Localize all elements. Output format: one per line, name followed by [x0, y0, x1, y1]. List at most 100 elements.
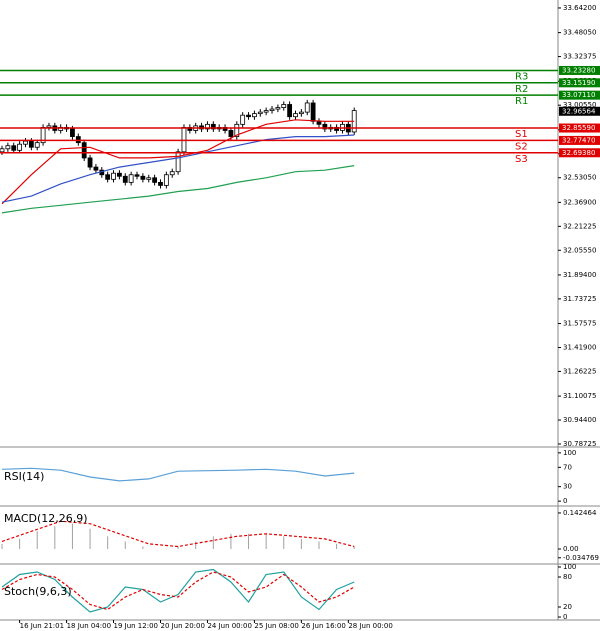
candle-body: [287, 104, 293, 118]
y-tick-label: 31.41900: [563, 343, 596, 351]
candle-body: [158, 181, 163, 186]
histogram-bar: [54, 526, 56, 549]
x-tick-label: 18 Jun 04:00: [67, 622, 111, 630]
histogram-bar: [89, 528, 91, 549]
candle-body: [298, 111, 304, 115]
histogram-bar: [71, 523, 73, 549]
candle-body: [228, 130, 234, 137]
y-tick-label: 31.26225: [563, 367, 596, 375]
x-tick-label: 28 Jun 00:00: [348, 622, 392, 630]
level-label: R2: [515, 84, 528, 95]
histogram-bar: [177, 546, 179, 549]
indicator-line: [1, 119, 355, 205]
last-price-box: [559, 106, 600, 116]
x-tick-label: 25 Jun 08:00: [254, 622, 298, 630]
y-tick-label: 100: [563, 563, 576, 571]
candle-body: [23, 140, 28, 145]
candle-body: [87, 157, 93, 168]
y-tick-label: 0: [563, 613, 567, 621]
y-tick-label: 32.21225: [563, 222, 596, 230]
histogram-bar: [142, 546, 144, 549]
indicator-line: [1, 165, 355, 214]
candle-body: [81, 142, 87, 159]
candle-body: [175, 151, 181, 173]
candle-body: [316, 120, 322, 125]
histogram-bar: [300, 538, 302, 549]
level-value-box: [559, 90, 600, 100]
y-tick-label: 32.05550: [563, 246, 596, 254]
candle-body: [75, 136, 81, 144]
x-tick-label: 24 Jun 00:00: [207, 622, 251, 630]
candle-body: [169, 171, 175, 176]
y-tick-label: 70: [563, 463, 572, 471]
candle-body: [5, 145, 11, 150]
candle-body: [269, 108, 275, 111]
histogram-bar: [265, 533, 267, 549]
candle-body: [128, 174, 134, 183]
indicator-title: RSI(14): [4, 470, 44, 483]
y-tick-label: 30.78725: [563, 440, 596, 448]
y-tick-label: 0: [563, 497, 567, 505]
histogram-bar: [107, 536, 109, 549]
level-value-label: 32.85590: [562, 124, 595, 132]
candle-body: [28, 140, 34, 148]
histogram-bar: [336, 543, 338, 549]
level-value-label: 33.23280: [562, 66, 595, 74]
candle-body: [181, 126, 187, 153]
candle-body: [122, 175, 128, 183]
histogram-bar: [1, 543, 3, 549]
last-price-label: 32.96564: [562, 107, 596, 115]
histogram-bar: [230, 533, 232, 549]
level-value-label: 33.15190: [562, 79, 595, 87]
candle-body: [11, 145, 17, 151]
indicator-line: [1, 134, 355, 203]
candle-body: [257, 111, 263, 115]
histogram-bar: [353, 546, 355, 549]
candle-body: [293, 113, 298, 118]
candle-body: [134, 174, 140, 177]
candle-body: [140, 175, 146, 180]
y-tick-label: 31.89400: [563, 271, 596, 279]
level-value-label: 32.77470: [562, 136, 595, 144]
y-tick-label: 31.73725: [563, 295, 596, 303]
candle-body: [205, 123, 210, 130]
y-tick-label: 32.53050: [563, 174, 596, 182]
y-tick-label: 20: [563, 603, 572, 611]
x-tick-label: 16 Jun 21:01: [20, 622, 64, 630]
candle-body: [246, 114, 251, 118]
histogram-bar: [36, 531, 38, 549]
candle-body: [46, 125, 52, 128]
histogram-bar: [248, 533, 250, 549]
histogram-bar: [212, 536, 214, 549]
indicator-line: [1, 568, 355, 613]
x-tick-label: 26 Jun 16:00: [301, 622, 345, 630]
histogram-bar: [283, 536, 285, 549]
y-tick-label: 33.32375: [563, 53, 596, 61]
level-value-box: [559, 148, 600, 158]
x-tick-label: 19 Jun 12:00: [114, 622, 158, 630]
level-value-box: [559, 65, 600, 75]
candle-body: [105, 174, 111, 180]
candle-body: [152, 177, 158, 183]
indicator-line: [1, 571, 355, 611]
candle-body: [34, 142, 40, 148]
candle-body: [322, 123, 328, 130]
x-tick-label: 20 Jun 20:00: [160, 622, 204, 630]
level-value-label: 32.69380: [562, 149, 595, 157]
histogram-bar: [124, 541, 126, 549]
histogram-bar: [195, 541, 197, 549]
candle-body: [263, 110, 269, 113]
y-tick-label: 100: [563, 449, 576, 457]
candle-body: [210, 123, 216, 130]
y-tick-label: 0.142464: [563, 509, 597, 517]
level-value-box: [559, 78, 600, 88]
y-tick-label: 32.36900: [563, 198, 596, 206]
candle-body: [234, 123, 240, 137]
candle-body: [146, 177, 152, 180]
y-tick-label: 0.00: [563, 545, 579, 553]
y-tick-label: 33.00550: [563, 101, 596, 109]
level-label: S1: [515, 129, 528, 140]
candle-body: [117, 172, 122, 177]
candle-body: [252, 113, 257, 118]
candle-body: [304, 102, 310, 113]
